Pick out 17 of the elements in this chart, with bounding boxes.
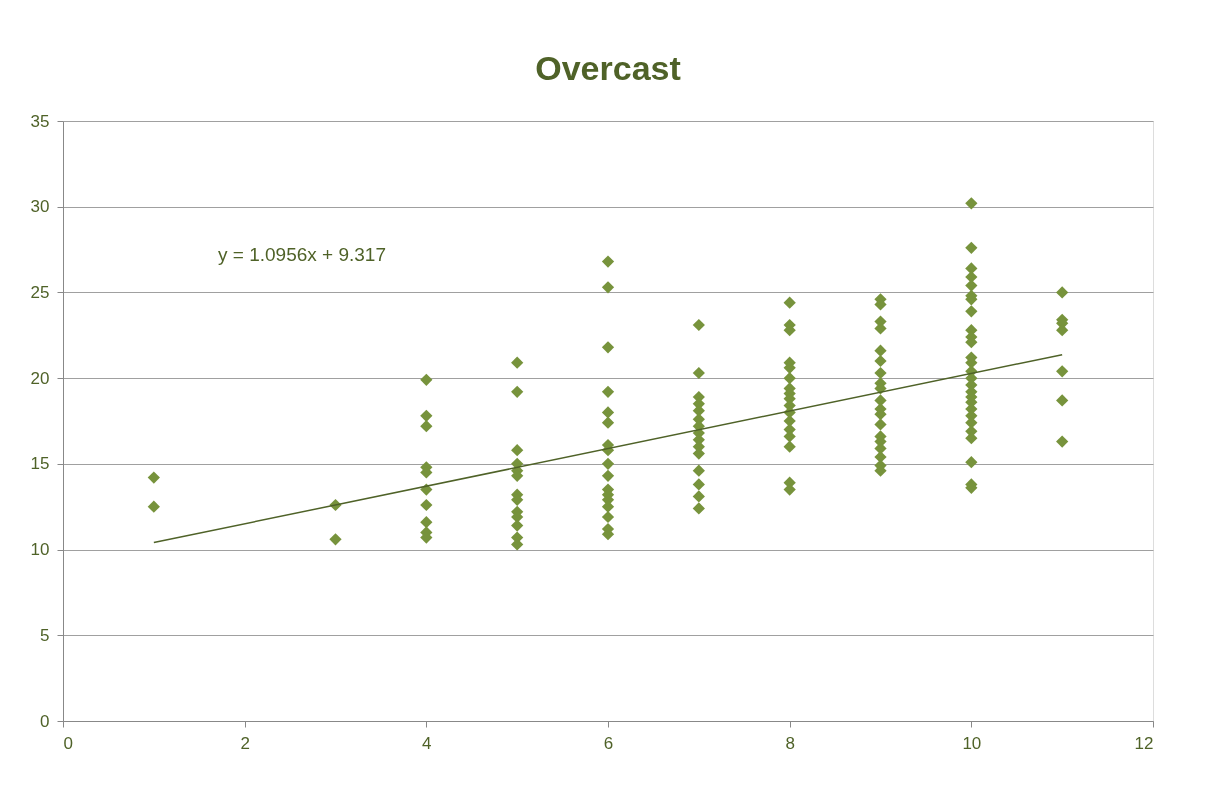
y-tick-label: 10 [30,540,50,560]
x-tick-label: 12 [1134,733,1154,753]
x-tick-label: 0 [63,733,73,753]
y-tick-label: 30 [30,197,50,217]
x-tick-label: 10 [962,733,982,753]
y-tick-label: 20 [30,368,50,388]
x-tick-label: 8 [785,733,795,753]
x-tick-label: 6 [603,733,614,753]
chart-title: Overcast [535,49,681,87]
y-tick-label: 35 [30,111,50,131]
y-tick-label: 0 [40,711,50,731]
y-tick-label: 15 [30,454,50,474]
y-tick-label: 25 [30,282,50,302]
annotation: y = 1.0956x + 9.317 [218,244,386,265]
x-tick-label: 4 [422,733,432,753]
y-tick-label: 5 [40,625,50,645]
x-tick-label: 2 [240,733,250,753]
